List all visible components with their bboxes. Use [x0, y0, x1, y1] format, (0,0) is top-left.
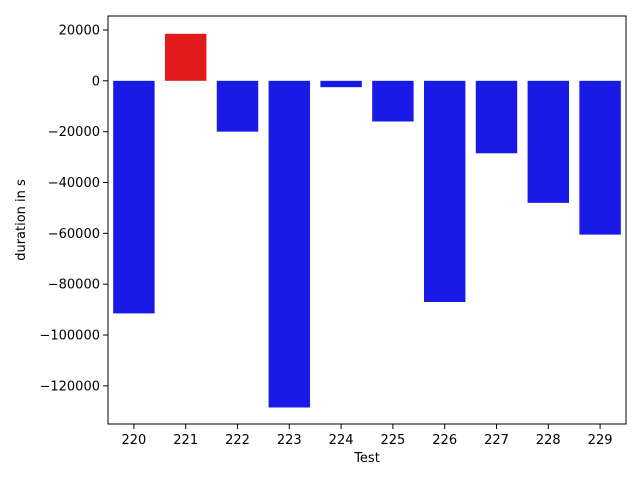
- y-tick-label: 20000: [59, 23, 100, 38]
- y-tick-label: −60000: [48, 227, 100, 242]
- bars-group: [113, 33, 621, 408]
- x-tick-label: 221: [173, 433, 198, 448]
- bar-223: [268, 80, 311, 408]
- x-axis-ticks: 220 221 222 223 224 225 226 227 228 229: [121, 424, 613, 448]
- x-tick-label: 222: [225, 433, 250, 448]
- x-axis-label: Test: [353, 451, 380, 466]
- bar-226: [423, 80, 466, 302]
- y-axis-ticks: 20000 0 −20000 −40000 −60000 −80000 −100000 −12…: [39, 23, 108, 394]
- x-tick-label: 224: [329, 433, 354, 448]
- bar-229: [579, 80, 621, 235]
- x-tick-label: 220: [121, 433, 146, 448]
- y-tick-label: −40000: [48, 176, 100, 191]
- bar-228: [527, 80, 570, 203]
- bar-220: [113, 80, 155, 314]
- bar-221: [164, 33, 207, 81]
- plot-frame: [107, 15, 627, 425]
- x-tick-label: 225: [380, 433, 405, 448]
- bar-222: [216, 80, 259, 132]
- bar-224: [320, 80, 362, 88]
- x-tick-label: 223: [277, 433, 302, 448]
- y-tick-label: −80000: [48, 278, 100, 293]
- x-tick-label: 229: [588, 433, 613, 448]
- y-tick-label: −100000: [39, 329, 100, 344]
- y-tick-label: 0: [92, 74, 100, 89]
- x-tick-label: 228: [536, 433, 561, 448]
- y-tick-label: −120000: [39, 379, 100, 394]
- y-axis-label: duration in s: [14, 179, 29, 261]
- x-tick-label: 226: [432, 433, 457, 448]
- bar-225: [372, 80, 414, 122]
- bar-227: [475, 80, 518, 154]
- x-tick-label: 227: [484, 433, 509, 448]
- y-tick-label: −20000: [48, 125, 100, 140]
